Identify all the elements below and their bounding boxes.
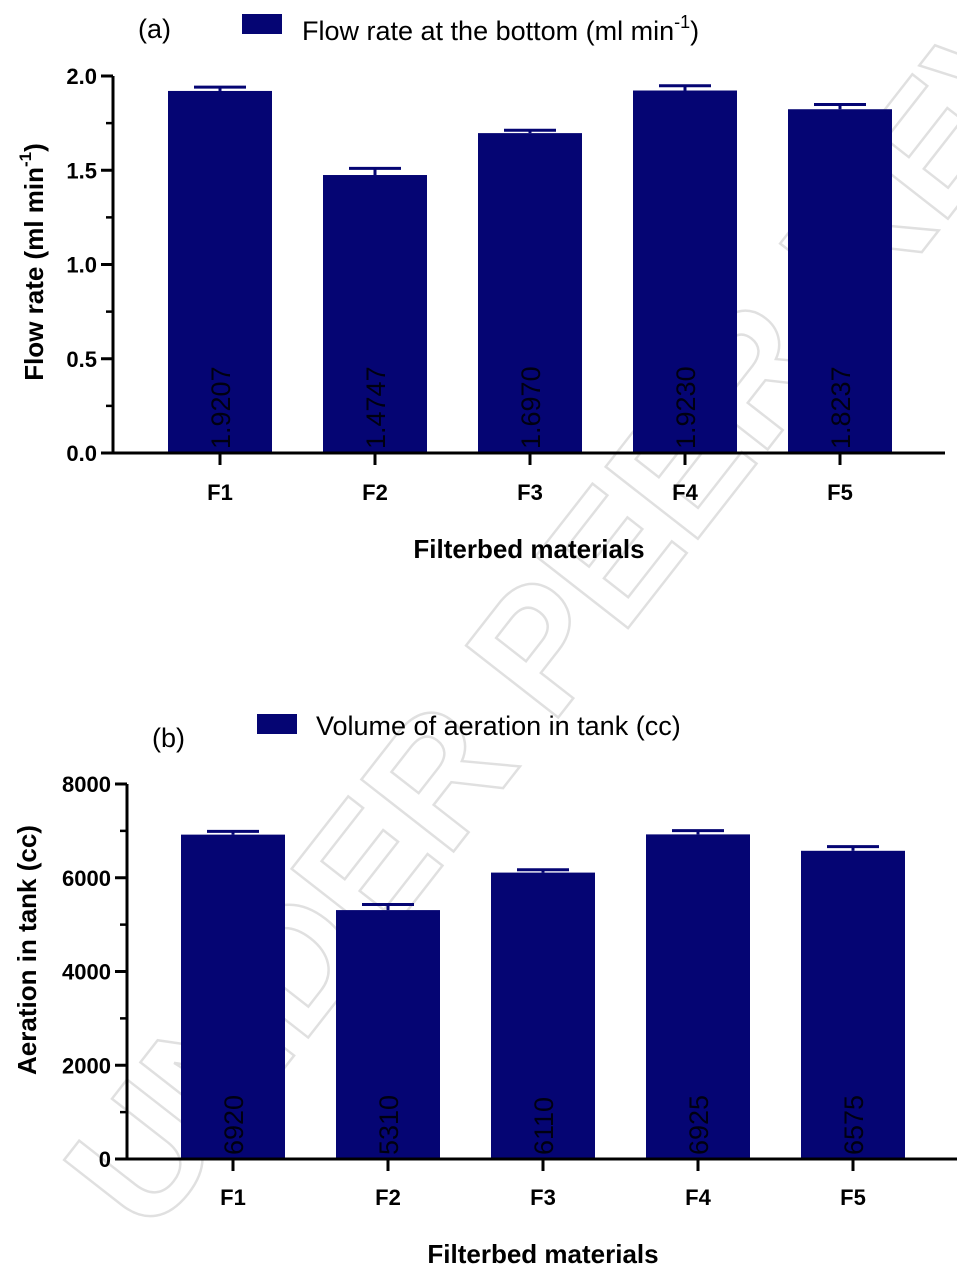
y-tick-label: 2000 (62, 1053, 111, 1078)
y-tick-label: 8000 (62, 772, 111, 797)
error-bar-f2 (362, 902, 414, 911)
bar-f2 (336, 910, 440, 1159)
bar-value-label: 1.9207 (206, 366, 236, 449)
error-bar-f1 (194, 85, 246, 91)
x-tick-label: F5 (840, 1185, 866, 1210)
bar-f5 (788, 109, 892, 454)
panel-a-bars: 1.9207 1.4747 1.6970 1.9230 1.8237 (168, 84, 892, 454)
bar-value-label: 6925 (684, 1095, 714, 1155)
bar-value-label: 6575 (839, 1095, 869, 1155)
panel-b-legend: Volume of aeration in tank (cc) (316, 711, 681, 741)
bar-value-label: 6110 (529, 1097, 559, 1155)
panel-b-label: (b) (152, 723, 185, 753)
bar-value-label: 5310 (374, 1095, 404, 1155)
y-tick-label: 4000 (62, 960, 111, 985)
y-tick-label: 1.0 (66, 253, 97, 278)
error-bar-f5 (814, 103, 866, 110)
y-tick-label: 0.0 (66, 441, 97, 466)
error-bar-f4 (672, 829, 724, 835)
panel-a-label: (a) (138, 14, 171, 44)
panel-a-x-axis-title: Filterbed materials (413, 534, 644, 564)
bar-f2 (323, 175, 427, 453)
bar-f1 (168, 90, 272, 453)
panel-a-axes: F1 F2 F3 F4 F5 (111, 76, 945, 505)
x-tick-label: F4 (672, 480, 698, 505)
panel-b-bars: 6920 5310 6110 6925 6575 (181, 829, 905, 1159)
bar-value-label: 1.6970 (516, 366, 546, 449)
panel-b-y-axis-title: Aeration in tank (cc) (12, 825, 42, 1075)
panel-a-y-axis-title: Flow rate (ml min-1) (16, 143, 49, 381)
panel-b-x-axis-title: Filterbed materials (427, 1239, 658, 1269)
y-tick-label: 0.5 (66, 347, 97, 372)
x-tick-label: F2 (362, 480, 388, 505)
y-tick-label: 6000 (62, 866, 111, 891)
panel-b-axes: F1 F2 F3 F4 F5 (125, 784, 957, 1210)
panel-b-y-ticks: 0 2000 4000 6000 8000 (62, 772, 127, 1172)
bar-value-label: 1.4747 (361, 366, 391, 449)
x-tick-label: F2 (375, 1185, 401, 1210)
panel-a-legend-swatch (242, 14, 282, 34)
error-bar-f4 (659, 84, 711, 91)
bar-f3 (478, 133, 582, 454)
bar-f1 (181, 834, 285, 1159)
y-tick-label: 0 (99, 1147, 111, 1172)
error-bar-f2 (349, 166, 401, 176)
y-tick-label: 2.0 (66, 64, 97, 89)
bar-f4 (646, 834, 750, 1159)
y-tick-label: 1.5 (66, 158, 97, 183)
error-bar-f3 (517, 868, 569, 873)
bar-f5 (801, 850, 905, 1159)
x-tick-label: F1 (220, 1185, 246, 1210)
bar-value-label: 6920 (219, 1095, 249, 1155)
x-tick-label: F5 (827, 480, 853, 505)
panel-a: (a) Flow rate at the bottom (ml min-1) F… (16, 12, 945, 564)
error-bar-f1 (207, 829, 259, 835)
error-bar-f3 (504, 128, 556, 134)
panel-b-legend-swatch (257, 714, 297, 734)
bar-f3 (491, 872, 595, 1159)
x-tick-label: F1 (207, 480, 233, 505)
bar-value-label: 1.8237 (826, 366, 856, 449)
x-tick-label: F4 (685, 1185, 711, 1210)
panel-b: (b) Volume of aeration in tank (cc) Aera… (12, 711, 957, 1269)
error-bar-f5 (827, 845, 879, 851)
panel-a-y-ticks: 0.0 0.5 1.0 1.5 2.0 (66, 64, 113, 466)
x-tick-label: F3 (530, 1185, 556, 1210)
bar-f4 (633, 90, 737, 454)
panel-a-legend: Flow rate at the bottom (ml min-1) (302, 12, 699, 46)
bar-value-label: 1.9230 (671, 366, 701, 449)
x-tick-label: F3 (517, 480, 543, 505)
